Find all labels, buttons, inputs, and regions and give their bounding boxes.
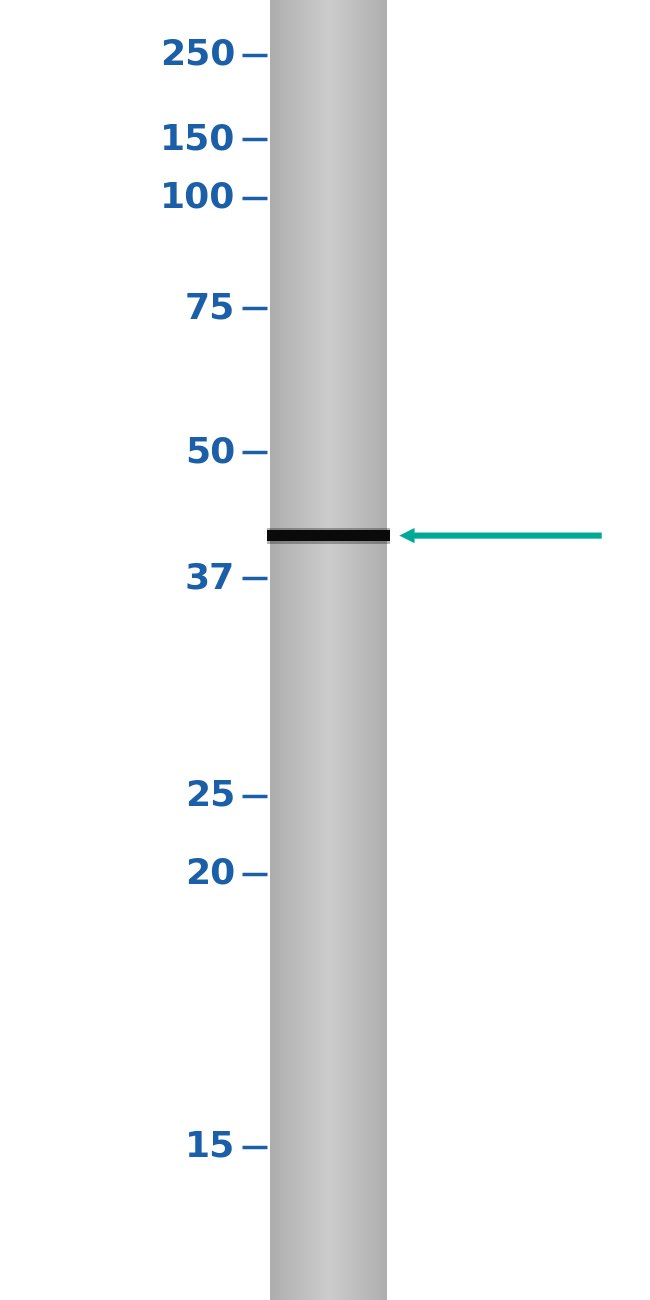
Bar [328, 0, 331, 1300]
Bar [336, 0, 339, 1300]
Bar [313, 0, 315, 1300]
Bar [358, 0, 360, 1300]
Bar [318, 0, 321, 1300]
Bar [383, 0, 385, 1300]
Bar [338, 0, 341, 1300]
Bar [266, 536, 390, 543]
Bar [309, 0, 311, 1300]
Bar [311, 0, 313, 1300]
Bar [365, 0, 368, 1300]
Bar [272, 0, 274, 1300]
Bar [377, 0, 380, 1300]
Bar [373, 0, 376, 1300]
Bar [363, 0, 366, 1300]
Bar [299, 0, 302, 1300]
Bar [283, 0, 286, 1300]
Bar [322, 0, 325, 1300]
Bar [346, 0, 348, 1300]
Bar [315, 0, 317, 1300]
Text: 50: 50 [185, 436, 235, 469]
Bar [326, 0, 329, 1300]
Bar [356, 0, 358, 1300]
Bar [340, 0, 343, 1300]
Bar [361, 0, 364, 1300]
Bar [320, 0, 323, 1300]
Bar [303, 0, 306, 1300]
Text: 150: 150 [160, 122, 235, 156]
Bar [280, 0, 282, 1300]
Bar [330, 0, 333, 1300]
Bar [359, 0, 362, 1300]
Bar [369, 0, 372, 1300]
Bar [371, 0, 374, 1300]
Bar [270, 0, 272, 1300]
Text: 100: 100 [160, 181, 235, 214]
Text: 75: 75 [185, 291, 235, 325]
Bar [332, 0, 335, 1300]
Bar [352, 0, 354, 1300]
Text: 20: 20 [185, 857, 235, 891]
Bar [307, 0, 309, 1300]
Bar [385, 0, 387, 1300]
Bar [344, 0, 346, 1300]
Bar [274, 0, 276, 1300]
Bar [305, 0, 307, 1300]
Bar [276, 0, 278, 1300]
Text: 250: 250 [160, 38, 235, 72]
Bar [367, 0, 370, 1300]
Bar [375, 0, 378, 1300]
Bar [295, 0, 298, 1300]
Bar [379, 0, 382, 1300]
Text: 37: 37 [185, 562, 235, 595]
Bar [281, 0, 284, 1300]
Bar [278, 0, 280, 1300]
Text: 25: 25 [185, 779, 235, 812]
Bar [287, 0, 290, 1300]
Bar [348, 0, 350, 1300]
Bar [266, 528, 390, 536]
Bar [354, 0, 356, 1300]
Text: 15: 15 [185, 1130, 235, 1164]
Bar [342, 0, 345, 1300]
Bar [324, 0, 327, 1300]
Bar [317, 0, 319, 1300]
Bar [291, 0, 294, 1300]
Bar [289, 0, 292, 1300]
Bar [266, 530, 390, 541]
Bar [297, 0, 300, 1300]
Bar [301, 0, 304, 1300]
Bar [381, 0, 384, 1300]
Bar [293, 0, 296, 1300]
Bar [285, 0, 288, 1300]
Bar [334, 0, 337, 1300]
Bar [350, 0, 352, 1300]
